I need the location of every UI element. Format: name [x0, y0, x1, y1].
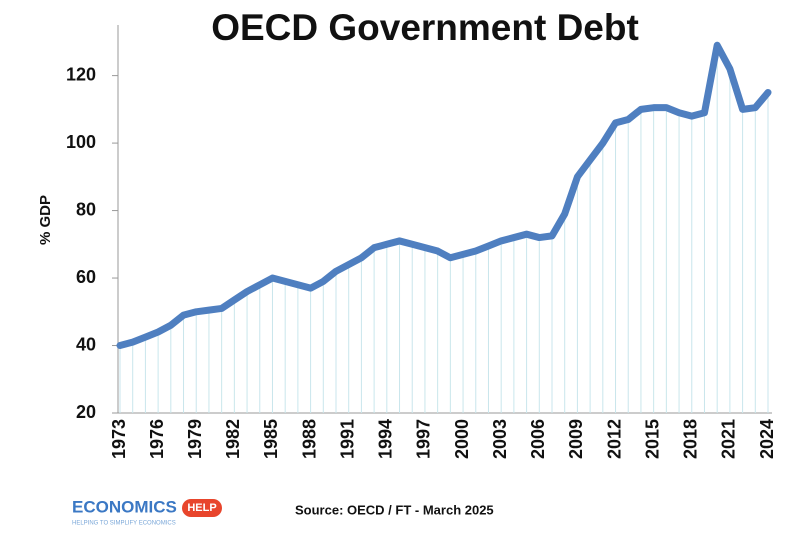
x-tick-label: 2009: [566, 419, 586, 459]
y-tick-label: 60: [76, 267, 96, 287]
x-tick-label: 1973: [109, 419, 129, 459]
x-tick-label: 1979: [185, 419, 205, 459]
y-axis-label: % GDP: [37, 195, 54, 245]
y-tick-label: 120: [66, 64, 96, 84]
x-tick-label: 2012: [604, 419, 624, 459]
x-tick-label: 2021: [719, 419, 739, 459]
y-tick-label: 80: [76, 199, 96, 219]
x-tick-label: 2003: [490, 419, 510, 459]
x-tick-label: 2024: [757, 419, 777, 459]
x-tick-label: 1997: [414, 419, 434, 459]
logo-badge-bg: [182, 499, 222, 517]
x-tick-label: 1985: [261, 419, 281, 459]
logo-name: ECONOMICS: [72, 497, 177, 516]
x-tick-label: 2015: [642, 419, 662, 459]
x-tick-label: 1994: [376, 419, 396, 459]
x-tick-label: 1976: [147, 419, 167, 459]
y-tick-label: 100: [66, 132, 96, 152]
y-tick-label: 40: [76, 334, 96, 354]
chart-title: OECD Government Debt: [211, 7, 639, 48]
x-tick-label: 1982: [223, 419, 243, 459]
source-note: Source: OECD / FT - March 2025: [295, 502, 494, 517]
x-tick-label: 2006: [528, 419, 548, 459]
logo-tagline: HELPING TO SIMPLIFY ECONOMICS: [72, 521, 176, 527]
x-tick-label: 1988: [299, 419, 319, 459]
y-tick-label: 20: [76, 402, 96, 422]
x-tick-label: 2018: [681, 419, 701, 459]
data-line: [116, 41, 772, 350]
logo-badge: HELP: [187, 502, 216, 514]
x-tick-label: 2000: [452, 419, 472, 459]
x-tick-label: 1991: [337, 419, 357, 459]
